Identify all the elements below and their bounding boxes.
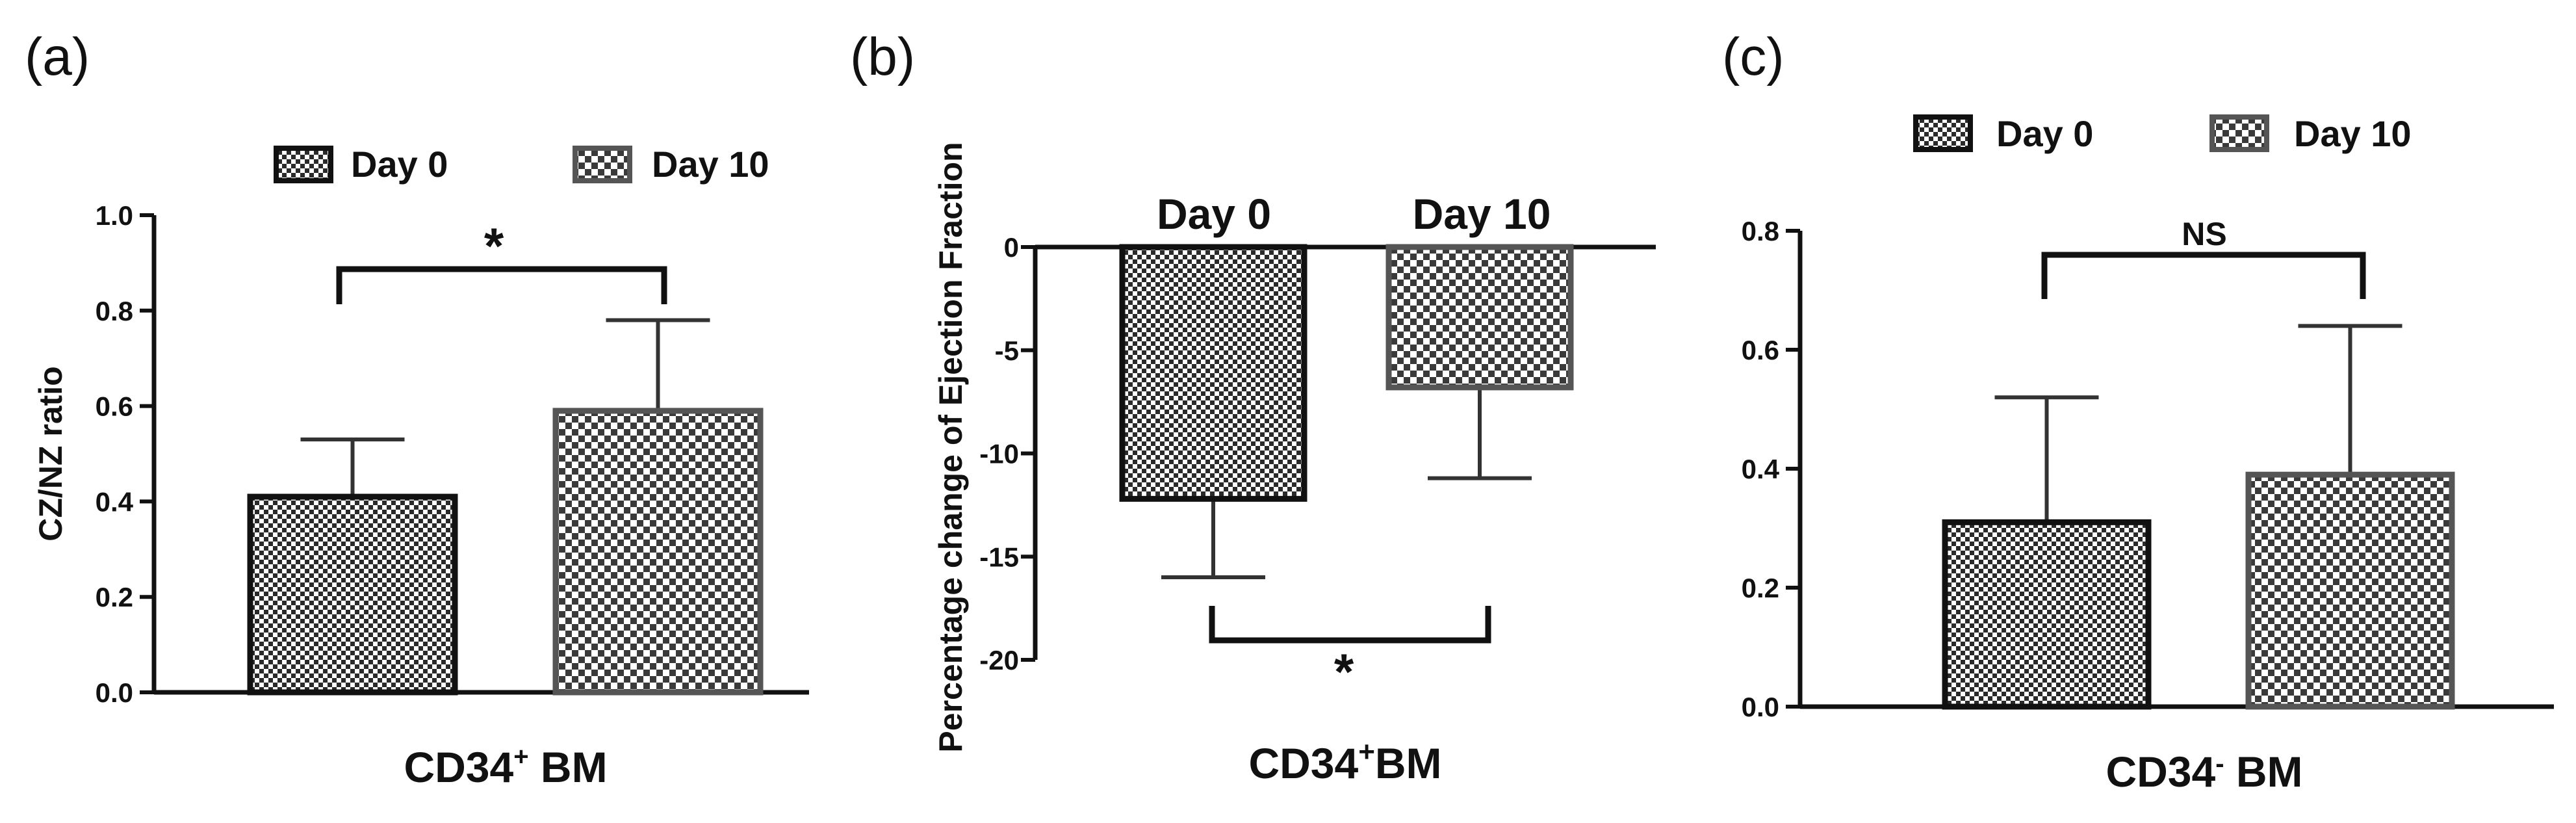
- y-tick-label-c-2: 0.4: [1742, 454, 1780, 484]
- x-axis-a-label: CD34+ BM: [404, 742, 607, 791]
- legend-c-swatch-day0: [1913, 114, 1973, 152]
- x-axis-c-label: CD34- BM: [2106, 748, 2302, 796]
- legend-a-swatch-day10: [573, 146, 632, 183]
- bar-a-day0: [247, 493, 458, 696]
- legend-c-label-day0: Day 0: [1996, 113, 2093, 154]
- bar-c-day0: [1942, 519, 2152, 710]
- sig-b-star: *: [1334, 643, 1354, 700]
- y-tick-label-b-0: -20: [979, 645, 1019, 675]
- sig-bracket-a: *: [336, 217, 667, 304]
- panel-c-label: (c): [1722, 27, 1784, 86]
- legend-a-swatch-day0: [274, 146, 333, 183]
- x-axis-b-label-sup: +: [1358, 736, 1375, 768]
- sig-bracket-b-line: [1209, 606, 1491, 644]
- y-tick-label-b-1: -15: [979, 542, 1019, 572]
- bar-c-day10: [2245, 471, 2455, 710]
- y-tick-label-b-2: -10: [979, 439, 1019, 469]
- panel-b-label: (b): [850, 27, 915, 86]
- y-tick-label-c-4: 0.8: [1742, 216, 1779, 246]
- y-tick-label-a-1: 0.2: [96, 582, 133, 612]
- x-axis-c-label-tail: BM: [2224, 748, 2303, 796]
- y-tick-label-a-2: 0.4: [96, 486, 134, 517]
- y-axis-c: 0.0 0.2 0.4 0.6 0.8: [1742, 216, 1803, 722]
- y-tick-label-c-0: 0.0: [1742, 692, 1779, 722]
- x-axis-c-label-sup: -: [2215, 750, 2224, 778]
- y-tick-label-a-3: 0.6: [96, 391, 133, 422]
- y-axis-a-title: CZ/NZ ratio: [32, 366, 69, 541]
- legend-c: Day 0 Day 10: [1913, 113, 2412, 154]
- x-axis-a-label-sup: +: [513, 742, 528, 771]
- sig-bracket-b: *: [1209, 606, 1491, 700]
- x-axis-b-label-tail: BM: [1375, 739, 1442, 787]
- category-b-day10: Day 10: [1413, 190, 1551, 238]
- bar-b-day10: [1385, 244, 1574, 391]
- legend-a: Day 0 Day 10: [274, 144, 769, 185]
- y-axis-b-title: Percentage change of Ejection Fraction: [933, 142, 969, 752]
- y-tick-label-c-3: 0.6: [1742, 335, 1779, 365]
- panel-b: (b) -20 -15 -10 -5 0 Percentage change of Ej…: [850, 27, 1656, 787]
- y-tick-label-a-5: 1.0: [96, 200, 133, 231]
- bar-b-day0: [1119, 244, 1307, 502]
- sig-bracket-c-line: [2041, 252, 2366, 299]
- legend-a-label-day10: Day 10: [652, 144, 769, 185]
- sig-c-ns: NS: [2182, 216, 2226, 252]
- legend-c-label-day10: Day 10: [2294, 113, 2412, 154]
- y-axis-b: -20 -15 -10 -5 0 Percentage change of Ejecti…: [933, 142, 1038, 753]
- x-axis-a-label-tail: BM: [529, 743, 608, 791]
- legend-a-label-day0: Day 0: [351, 144, 448, 185]
- x-axis-b-label-main: CD34: [1248, 739, 1358, 787]
- x-axis-a-label-main: CD34: [404, 743, 513, 791]
- bar-a-day10: [552, 408, 764, 696]
- y-tick-label-b-3: -5: [995, 335, 1019, 366]
- sig-bracket-a-line: [336, 266, 667, 304]
- category-b-day0: Day 0: [1157, 190, 1271, 238]
- y-tick-label-a-0: 0.0: [96, 677, 133, 708]
- legend-c-swatch-day10: [2209, 114, 2269, 152]
- y-tick-label-c-1: 0.2: [1742, 573, 1779, 603]
- x-axis-b-label: CD34+BM: [1248, 736, 1441, 787]
- y-axis-a: 0.0 0.2 0.4 0.6 0.8 1.0 CZ/NZ ratio: [32, 200, 157, 708]
- panel-a: (a) Day 0 Day 10 0.0 0.2 0.4 0.6 0.8 1.0 CZ/N…: [25, 27, 809, 791]
- sig-a-star: *: [484, 217, 504, 274]
- panel-c: (c) Day 0 Day 10 0.0 0.2 0.4 0.6 0.8 NS CD34…: [1722, 27, 2554, 796]
- panel-a-label: (a): [25, 27, 90, 86]
- y-tick-label-a-4: 0.8: [96, 296, 133, 326]
- y-tick-label-b-4: 0: [1004, 232, 1019, 263]
- sig-bracket-c: NS: [2041, 216, 2366, 299]
- x-axis-c-label-main: CD34: [2106, 748, 2215, 796]
